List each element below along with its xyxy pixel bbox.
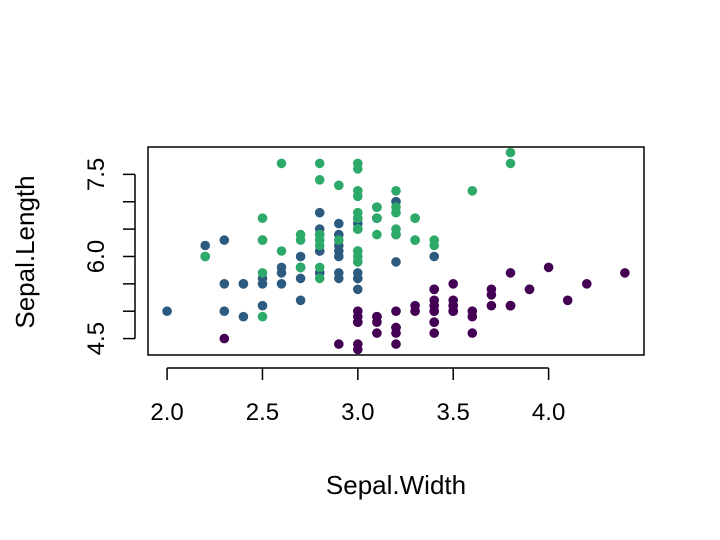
scatter-point <box>391 229 401 240</box>
scatter-point <box>257 300 268 311</box>
scatter-point <box>353 257 363 267</box>
scatter-point <box>429 240 440 251</box>
scatter-point <box>391 207 401 218</box>
scatter-point <box>314 262 325 273</box>
scatter-point <box>448 306 459 317</box>
scatter-point <box>334 218 344 229</box>
scatter-point <box>276 262 287 273</box>
x-tick-label: 3.5 <box>437 399 470 426</box>
scatter-point <box>295 273 306 284</box>
scatter-point <box>219 306 230 317</box>
scatter-point <box>543 262 554 273</box>
scatter-point <box>295 251 306 262</box>
x-axis: 2.0 2.5 3.0 3.5 4.0 <box>150 367 565 426</box>
scatter-point <box>295 235 306 245</box>
y-tick-label: 7.5 <box>83 158 110 191</box>
scatter-point <box>295 262 306 273</box>
scatter-point <box>372 202 382 212</box>
scatter-point <box>429 317 440 328</box>
scatter-point <box>429 328 440 338</box>
scatter-point <box>505 158 516 169</box>
scatter-point <box>353 317 363 328</box>
scatter-point <box>257 213 268 223</box>
x-tick-label: 2.5 <box>246 399 279 426</box>
scatter-point <box>219 279 230 289</box>
scatter-point <box>353 158 363 169</box>
scatter-point <box>353 224 363 234</box>
scatter-point <box>410 306 420 317</box>
scatter-point <box>238 279 249 289</box>
scatter-point <box>448 279 459 289</box>
scatter-point <box>486 290 497 300</box>
scatter-point <box>314 273 325 284</box>
scatter-point <box>448 295 459 306</box>
y-tick-label: 4.5 <box>83 322 110 355</box>
scatter-point <box>391 257 401 267</box>
scatter-point <box>582 279 592 289</box>
scatter-point <box>353 284 363 295</box>
x-tick-label: 2.0 <box>150 399 183 426</box>
y-axis: 4.5 6.0 7.5 <box>83 158 136 355</box>
scatter-point <box>391 186 401 196</box>
scatter-point <box>314 158 325 169</box>
scatter-point <box>486 300 497 311</box>
scatter-point <box>372 328 382 338</box>
scatter-point <box>257 279 268 289</box>
scatter-point <box>314 175 325 185</box>
scatter-point <box>391 339 401 349</box>
scatter-point <box>276 158 287 169</box>
scatter-point <box>353 213 363 223</box>
scatter-point <box>334 268 344 278</box>
points-layer <box>162 147 630 355</box>
scatter-point <box>410 235 420 245</box>
plot-frame <box>147 146 645 356</box>
scatter-point <box>410 213 420 223</box>
scatter-point <box>162 306 172 317</box>
y-tick-label: 6.0 <box>83 240 110 273</box>
scatter-point <box>505 268 516 278</box>
scatter-point <box>334 180 344 191</box>
x-axis-label: Sepal.Width <box>326 470 466 500</box>
scatter-point <box>429 300 440 311</box>
scatter-point <box>391 306 401 317</box>
scatter-point <box>238 311 249 322</box>
scatter-point <box>334 251 344 262</box>
scatter-point <box>200 251 210 262</box>
scatter-point <box>467 311 478 322</box>
scatter-point <box>562 295 573 306</box>
scatter-point <box>219 235 230 245</box>
scatter-point <box>353 186 363 196</box>
scatter-point <box>353 268 363 278</box>
x-tick-label: 3.0 <box>341 399 374 426</box>
scatter-point <box>524 284 535 295</box>
scatter-point <box>505 147 516 158</box>
scatter-point <box>391 328 401 338</box>
scatter-point <box>429 284 440 295</box>
scatter-point <box>372 213 382 223</box>
scatter-point <box>372 311 382 322</box>
scatter-point <box>353 306 363 317</box>
scatter-point <box>334 235 344 245</box>
scatter-point <box>353 339 363 349</box>
scatter-point <box>257 235 268 245</box>
scatter-point <box>372 229 382 240</box>
scatter-point <box>467 186 478 196</box>
scatter-point <box>219 333 230 344</box>
scatter-point <box>200 240 210 251</box>
y-axis-label: Sepal.Length <box>10 175 40 328</box>
scatter-point <box>467 328 478 338</box>
scatter-point <box>276 279 287 289</box>
scatter-point <box>314 235 325 245</box>
scatter-point <box>334 339 344 349</box>
scatter-point <box>257 268 268 278</box>
scatter-point <box>295 295 306 306</box>
scatter-point <box>257 311 268 322</box>
scatter-point <box>505 300 516 311</box>
scatter-point <box>276 246 287 256</box>
x-tick-label: 4.0 <box>532 399 565 426</box>
scatter-point <box>620 268 630 278</box>
scatter-point <box>429 251 440 262</box>
scatter-point <box>314 207 325 218</box>
